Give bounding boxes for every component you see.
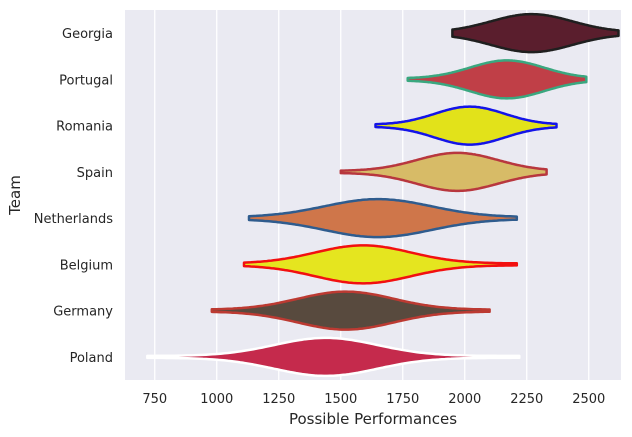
- x-tick-label: 1250: [262, 392, 295, 407]
- violin-netherlands: [247, 197, 519, 239]
- x-tick-label: 1750: [386, 392, 419, 407]
- grid-lines: [154, 10, 590, 380]
- x-tick-labels: 750 1000 1250 1500 1750 2000 2250 2500: [142, 392, 605, 407]
- x-tick-label: 2250: [510, 392, 543, 407]
- violins: [146, 12, 620, 378]
- violin-spain: [339, 151, 548, 193]
- violin-georgia: [451, 12, 620, 54]
- y-tick-label: Spain: [77, 166, 113, 181]
- violin-belgium: [242, 244, 519, 285]
- violin-portugal: [406, 59, 588, 100]
- x-tick-label: 750: [142, 392, 167, 407]
- y-tick-label: Germany: [53, 305, 113, 320]
- violin-romania: [374, 105, 558, 146]
- x-tick-label: 1500: [324, 392, 357, 407]
- y-tick-label: Belgium: [60, 258, 113, 273]
- x-tick-label: 1000: [200, 392, 233, 407]
- y-tick-label: Netherlands: [34, 212, 113, 227]
- x-tick-label: 2500: [572, 392, 605, 407]
- x-tick-label: 2000: [448, 392, 481, 407]
- y-axis-label: Team: [6, 175, 24, 216]
- y-tick-label: Poland: [70, 351, 113, 366]
- y-tick-label: Georgia: [62, 27, 113, 42]
- x-axis-label: Possible Performances: [289, 410, 457, 428]
- y-tick-label: Portugal: [59, 73, 113, 88]
- y-tick-labels: Georgia Portugal Romania Spain Netherlands Be…: [34, 27, 114, 366]
- violin-poland: [146, 336, 521, 378]
- violin-germany: [210, 290, 491, 331]
- y-tick-label: Romania: [56, 120, 113, 135]
